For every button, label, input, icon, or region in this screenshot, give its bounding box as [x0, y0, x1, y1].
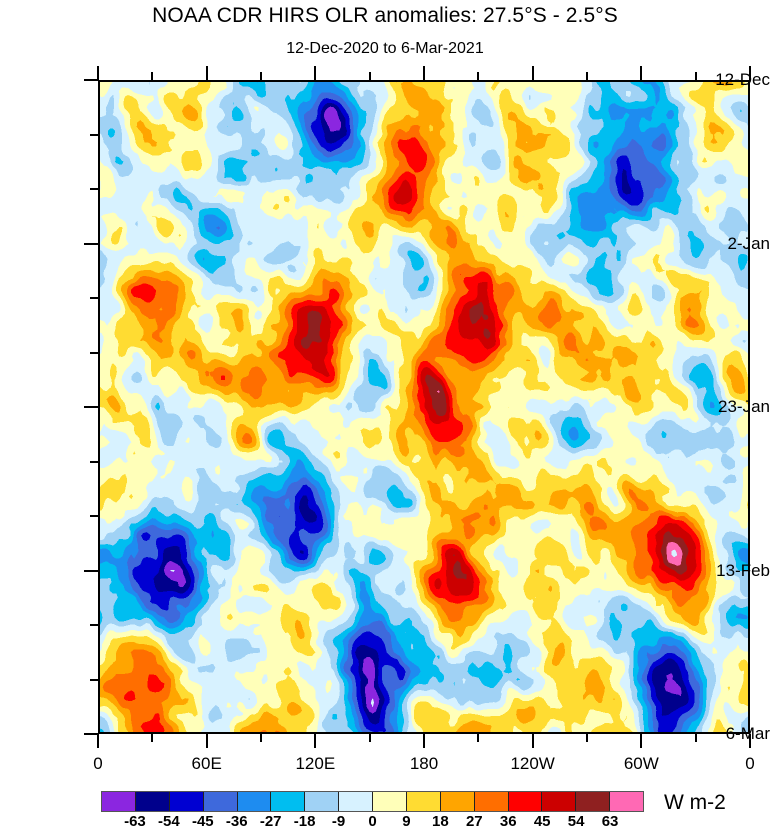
colorbar-tick-label: 0 [368, 813, 377, 830]
contour-band [98, 80, 750, 734]
colorbar-swatch [338, 792, 372, 811]
y-axis-minor-tick [90, 460, 98, 463]
x-axis-minor-tick-top [260, 72, 262, 80]
colorbar-swatch [439, 792, 474, 811]
y-axis-tick-label: 6-Mar [725, 724, 770, 743]
x-axis-minor-tick [368, 734, 371, 742]
x-axis-minor-tick-top [477, 72, 480, 80]
colorbar-swatch [473, 792, 508, 811]
x-axis-major-tick-top [749, 66, 751, 80]
x-axis-tick-label: 60W [623, 754, 659, 773]
x-axis-minor-tick [586, 734, 588, 742]
y-axis-tick-label: 2-Jan [727, 233, 770, 253]
x-axis-major-tick [423, 734, 425, 748]
colorbar-tick-label: -27 [259, 813, 282, 830]
x-axis-tick-label: 120W [510, 754, 555, 773]
x-axis-tick-label: 0 [745, 754, 755, 773]
colorbar-tick-label: -36 [225, 813, 248, 830]
colorbar-swatch [134, 792, 169, 811]
x-axis-minor-tick [694, 734, 697, 742]
colorbar-swatch [202, 792, 237, 811]
colorbar-tick-label: -18 [293, 813, 316, 830]
x-axis-major-tick-top [205, 66, 208, 80]
y-axis-major-tick [84, 79, 98, 81]
plot-area [98, 80, 750, 734]
x-axis-tick-label: 60E [191, 754, 222, 773]
colorbar-tick-label: 63 [601, 813, 619, 830]
x-axis-major-tick-top [640, 66, 643, 80]
x-axis-major-tick-top [423, 66, 425, 80]
colorbar-tick-label: -45 [191, 813, 214, 830]
contour-band [102, 124, 707, 734]
x-axis-major-tick-top [97, 66, 99, 80]
colorbar-tick-label: 9 [402, 813, 411, 830]
x-axis-tick-label: 120E [295, 754, 336, 773]
y-axis-major-tick [84, 569, 98, 572]
colorbar-swatch [541, 792, 576, 811]
x-axis-major-tick [640, 734, 643, 748]
contour-band [98, 80, 750, 734]
anomaly-contour-field [98, 80, 750, 734]
x-axis-tick-label: 0 [93, 754, 103, 773]
colorbar-swatch [405, 792, 440, 811]
colorbar-swatch [372, 792, 406, 811]
colorbar-tick-label: -54 [158, 813, 180, 830]
contour-band [98, 80, 750, 734]
colorbar-tick-label: 54 [567, 813, 585, 830]
x-axis-minor-tick [151, 734, 154, 742]
y-axis-major-tick [84, 733, 98, 735]
x-axis-major-tick [531, 734, 534, 748]
colorbar-swatch [270, 792, 305, 811]
y-axis-minor-tick [90, 297, 98, 299]
contour-band [98, 80, 750, 734]
y-axis-minor-tick [90, 351, 98, 354]
y-axis-tick-label: 23-Jan [718, 397, 770, 416]
x-axis-major-tick-top [314, 66, 317, 80]
colorbar-swatch [304, 792, 339, 811]
contour-band [98, 80, 750, 734]
chart-subtitle: 12-Dec-2020 to 6-Mar-2021 [286, 40, 484, 57]
x-axis-minor-tick-top [151, 72, 154, 80]
x-axis-tick-label: 180 [409, 754, 439, 773]
x-axis-major-tick-top [531, 66, 534, 80]
x-axis-major-tick [205, 734, 208, 748]
colorbar-unit-label: W m-2 [664, 791, 726, 814]
colorbar-swatch [168, 792, 203, 811]
colorbar-swatch [609, 792, 643, 811]
y-axis-minor-tick [90, 515, 98, 517]
y-axis-minor-tick [90, 133, 98, 136]
x-axis-minor-tick [477, 734, 480, 742]
colorbar-swatch [575, 792, 610, 811]
chart-title: NOAA CDR HIRS OLR anomalies: 27.5°S - 2.… [152, 4, 618, 27]
x-axis-minor-tick-top [368, 72, 371, 80]
y-axis-minor-tick [90, 678, 98, 681]
x-axis-minor-tick [260, 734, 262, 742]
colorbar-swatch [102, 792, 135, 811]
colorbar-tick-label: -9 [331, 813, 346, 830]
y-axis-major-tick [84, 406, 98, 408]
contour-band [127, 92, 701, 734]
x-axis-major-tick [97, 734, 99, 748]
colorbar-tick-label: 27 [465, 813, 483, 830]
colorbar-tick-label: 18 [432, 813, 449, 830]
colorbar-swatch [507, 792, 542, 811]
y-axis-major-tick [84, 242, 98, 245]
y-axis-minor-tick [90, 624, 98, 626]
x-axis-minor-tick-top [586, 72, 588, 80]
colorbar-tick-label: 45 [533, 813, 551, 830]
x-axis-major-tick [749, 734, 751, 748]
contour-band [98, 80, 750, 734]
x-axis-minor-tick-top [694, 72, 697, 80]
colorbar [101, 791, 644, 812]
colorbar-tick-label: -63 [124, 813, 146, 830]
colorbar-swatch [236, 792, 271, 811]
y-axis-tick-label: 12-Dec [715, 70, 770, 89]
y-axis-tick-label: 13-Feb [716, 560, 770, 580]
colorbar-tick-label: 36 [499, 813, 517, 830]
y-axis-minor-tick [90, 188, 98, 190]
x-axis-major-tick [314, 734, 317, 748]
